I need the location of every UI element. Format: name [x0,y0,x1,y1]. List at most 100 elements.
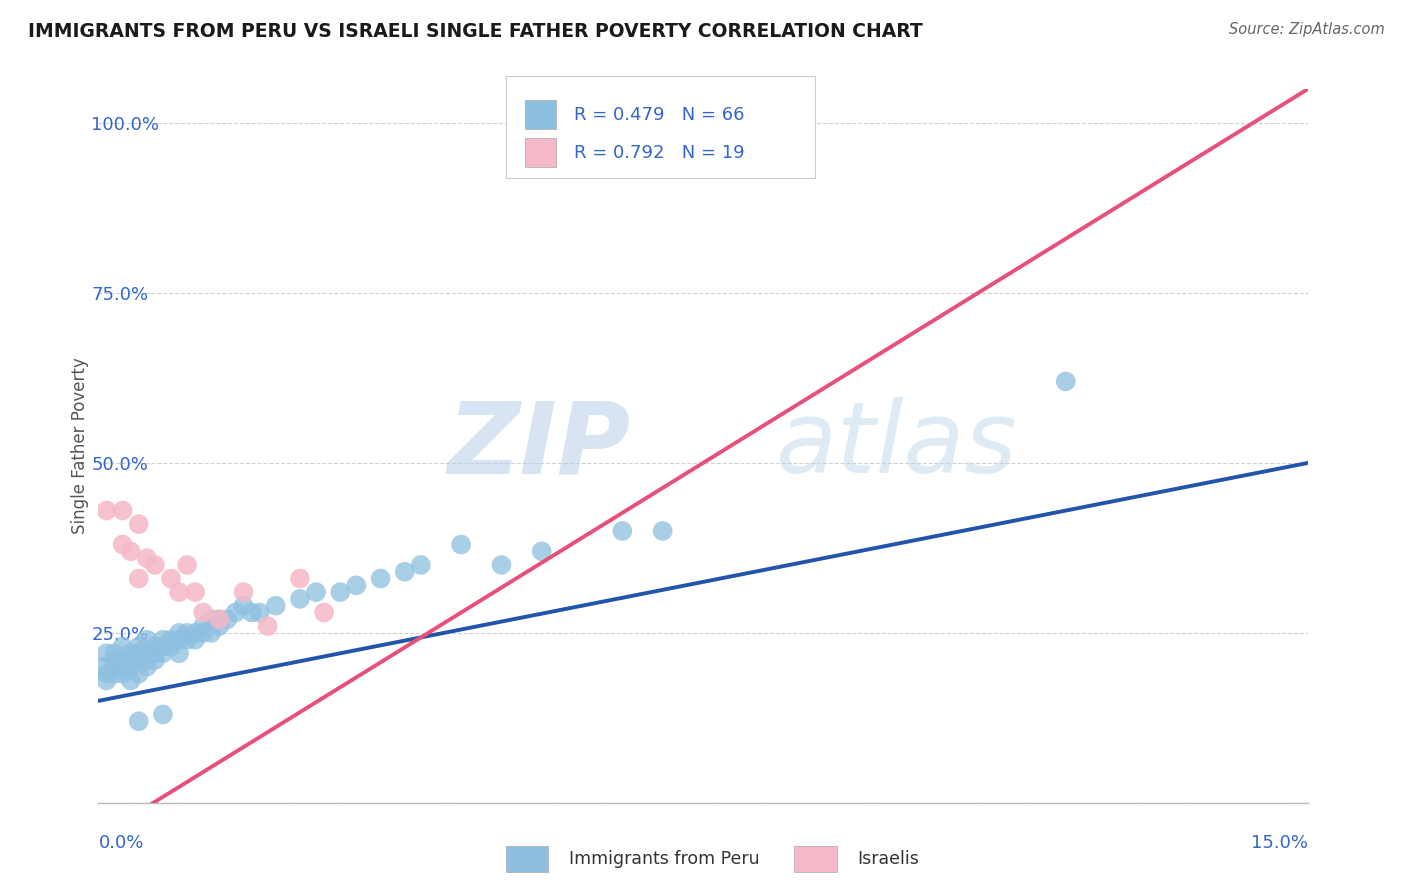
Point [256,619,278,633]
Point [152,707,174,722]
Point [120,673,142,688]
Point [370,572,392,586]
Point [184,585,207,599]
Point [96,673,118,688]
Point [143,653,166,667]
Point [128,646,150,660]
Point [135,646,157,660]
Point [314,606,336,620]
Point [152,640,174,654]
Point [1054,375,1077,389]
Point [612,524,634,538]
Point [240,606,263,620]
Point [103,666,125,681]
Point [208,619,231,633]
Point [103,660,125,674]
Point [128,666,150,681]
Point [184,632,207,647]
Point [103,653,125,667]
Text: R = 0.792   N = 19: R = 0.792 N = 19 [574,144,745,161]
Text: Immigrants from Peru: Immigrants from Peru [569,850,761,868]
Point [128,640,150,654]
Point [128,714,150,729]
Point [96,503,118,517]
Point [409,558,432,572]
Point [135,660,157,674]
Point [167,585,190,599]
Point [450,537,472,551]
Point [200,626,222,640]
Text: IMMIGRANTS FROM PERU VS ISRAELI SINGLE FATHER POVERTY CORRELATION CHART: IMMIGRANTS FROM PERU VS ISRAELI SINGLE F… [28,22,922,41]
Point [232,599,254,613]
Point [160,632,183,647]
Point [160,640,183,654]
Text: 0.0%: 0.0% [98,834,143,852]
Point [111,653,134,667]
Text: Source: ZipAtlas.com: Source: ZipAtlas.com [1229,22,1385,37]
Point [143,558,166,572]
Text: atlas: atlas [776,398,1017,494]
Point [305,585,328,599]
Point [264,599,287,613]
Point [111,503,134,517]
FancyBboxPatch shape [524,138,555,167]
Point [176,626,198,640]
Point [135,653,157,667]
Point [217,612,239,626]
Point [167,632,190,647]
Point [167,626,190,640]
Point [152,632,174,647]
Point [329,585,352,599]
Point [344,578,367,592]
Point [232,585,254,599]
Point [160,572,183,586]
Point [135,551,157,566]
Point [394,565,416,579]
Point [111,660,134,674]
Point [128,517,150,532]
FancyBboxPatch shape [794,846,837,872]
Point [96,666,118,681]
Point [91,660,114,674]
Point [733,116,755,130]
Point [128,653,150,667]
Point [208,612,231,626]
Point [135,632,157,647]
Point [288,591,311,606]
Point [176,558,198,572]
Text: Israelis: Israelis [858,850,920,868]
Text: 15.0%: 15.0% [1250,834,1308,852]
Point [120,646,142,660]
Point [111,666,134,681]
Point [224,606,246,620]
Text: R = 0.479   N = 66: R = 0.479 N = 66 [574,106,745,124]
Y-axis label: Single Father Poverty: Single Father Poverty [72,358,90,534]
Point [111,537,134,551]
Point [651,524,673,538]
FancyBboxPatch shape [506,846,548,872]
Point [96,646,118,660]
Point [103,646,125,660]
Point [111,640,134,654]
Point [152,646,174,660]
Point [491,558,513,572]
Point [184,626,207,640]
Point [120,660,142,674]
Point [200,612,222,626]
Point [143,646,166,660]
Point [208,612,231,626]
Text: ZIP: ZIP [447,398,630,494]
Point [167,646,190,660]
Point [176,632,198,647]
FancyBboxPatch shape [524,101,555,129]
Point [193,606,215,620]
Point [143,640,166,654]
Point [249,606,271,620]
Point [530,544,553,558]
Point [193,619,215,633]
Point [193,626,215,640]
Point [288,572,311,586]
Point [120,653,142,667]
Point [120,544,142,558]
Point [128,572,150,586]
